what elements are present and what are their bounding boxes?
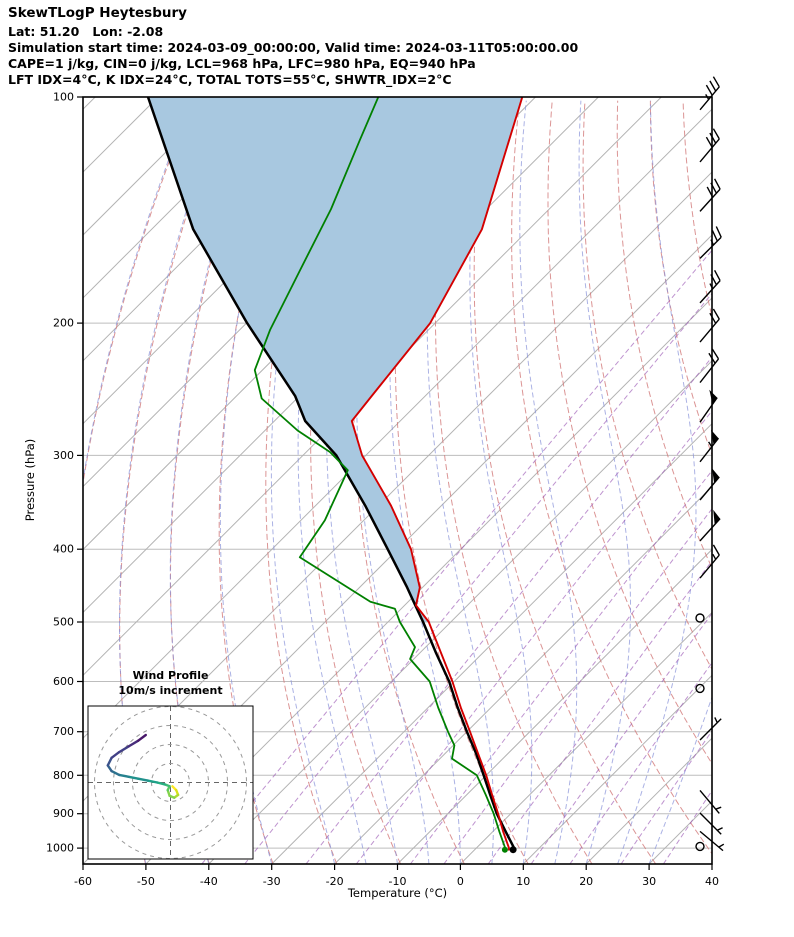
x-tick-label: 30 bbox=[642, 875, 656, 888]
wind-barb bbox=[699, 830, 725, 852]
x-tick-label: 40 bbox=[705, 875, 719, 888]
y-tick-label: 900 bbox=[53, 807, 74, 820]
hodograph-subtitle: 10m/s increment bbox=[118, 684, 223, 697]
hodograph-ring bbox=[132, 744, 209, 821]
hodograph-ring bbox=[113, 725, 228, 840]
hodograph-ring bbox=[94, 706, 247, 859]
calm-wind-circle bbox=[695, 841, 705, 852]
wind-barb bbox=[699, 76, 720, 111]
x-tick-label: 0 bbox=[457, 875, 464, 888]
wind-barb bbox=[699, 389, 718, 423]
wind-barb bbox=[699, 789, 722, 814]
x-tick-label: -60 bbox=[74, 875, 92, 888]
y-tick-label: 100 bbox=[53, 91, 74, 104]
y-axis-label: Pressure (hPa) bbox=[23, 438, 37, 522]
y-tick-label: 600 bbox=[53, 675, 74, 688]
x-tick-label: -50 bbox=[137, 875, 155, 888]
wind-barb bbox=[699, 269, 721, 304]
surface-markers bbox=[501, 846, 517, 854]
y-tick-label: 300 bbox=[53, 449, 74, 462]
y-tick-label: 700 bbox=[53, 725, 74, 738]
cape-shading bbox=[148, 97, 523, 622]
x-tick-label: 20 bbox=[579, 875, 593, 888]
wind-barb bbox=[699, 348, 720, 384]
simulation-times-line: Simulation start time: 2024-03-09_00:00:… bbox=[8, 40, 579, 55]
y-tick-label: 800 bbox=[53, 769, 74, 782]
hodograph-inset bbox=[87, 705, 254, 860]
y-tick-label: 200 bbox=[53, 317, 74, 330]
wind-barb bbox=[699, 468, 720, 501]
wind-barb bbox=[699, 429, 720, 463]
x-tick-label: -10 bbox=[389, 875, 407, 888]
hodograph-frame bbox=[87, 705, 254, 860]
wind-barb bbox=[699, 226, 722, 259]
x-axis-label: Temperature (°C) bbox=[347, 886, 448, 900]
wind-barb bbox=[699, 509, 721, 542]
y-tick-label: 1000 bbox=[46, 842, 74, 855]
x-tick-label: -20 bbox=[326, 875, 344, 888]
y-tick-label: 500 bbox=[53, 616, 74, 629]
stability-indices-line-2: LFT IDX=4°C, K IDX=24°C, TOTAL TOTS=55°C… bbox=[8, 72, 452, 87]
location-line: Lat: 51.20 Lon: -2.08 bbox=[8, 24, 164, 39]
parcel-trace-line bbox=[146, 97, 516, 851]
x-tick-label: 10 bbox=[516, 875, 530, 888]
calm-wind-circle bbox=[695, 613, 705, 623]
wind-barb bbox=[699, 717, 722, 741]
calm-wind-circle bbox=[695, 683, 705, 694]
temperature-line bbox=[350, 97, 524, 851]
x-tick-label: -40 bbox=[200, 875, 218, 888]
wind-barb bbox=[699, 308, 720, 343]
wind-barb bbox=[699, 128, 720, 163]
wind-barbs bbox=[695, 76, 725, 852]
hodograph-trace bbox=[106, 733, 180, 799]
y-tick-label: 400 bbox=[53, 543, 74, 556]
wind-barb bbox=[699, 812, 723, 835]
dewpoint-line bbox=[253, 97, 507, 851]
x-tick-label: -30 bbox=[263, 875, 281, 888]
page-title: SkewTLogP Heytesbury bbox=[8, 5, 187, 21]
hodograph-title: Wind Profile bbox=[132, 669, 209, 682]
stability-indices-line-1: CAPE=1 j/kg, CIN=0 j/kg, LCL=968 hPa, LF… bbox=[8, 56, 476, 71]
wind-barb bbox=[699, 544, 720, 579]
mixing-ratio-lines bbox=[201, 249, 712, 864]
wind-barb bbox=[699, 178, 721, 212]
